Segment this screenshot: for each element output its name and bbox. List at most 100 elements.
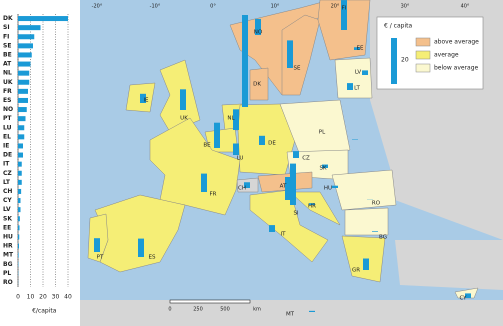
map-country-label: SI	[293, 211, 298, 217]
y-tick-label: NO	[3, 106, 13, 113]
bar	[18, 88, 28, 94]
graticule-label: 0°	[210, 4, 216, 10]
bar	[18, 188, 22, 194]
map-country-label: EE	[357, 46, 364, 52]
map-bar	[354, 47, 360, 50]
map-bar	[244, 182, 250, 188]
y-tick-label: EE	[3, 224, 11, 231]
map-bar	[255, 18, 261, 35]
map-bar	[363, 258, 369, 270]
bar	[18, 79, 30, 85]
map-bar	[285, 177, 291, 200]
y-tick-label: LV	[3, 206, 11, 213]
scale-bar	[169, 299, 251, 304]
map-country-label: NO	[254, 30, 263, 36]
legend-bar	[391, 38, 397, 84]
bar	[18, 243, 19, 249]
graticule-label: -20°	[92, 4, 103, 10]
bar	[18, 252, 19, 258]
map-country-label: FI	[342, 6, 347, 12]
bar	[18, 97, 28, 103]
bar	[18, 134, 25, 140]
land-baltics	[334, 57, 373, 99]
map-bar	[259, 135, 265, 145]
scale-label: 250	[193, 307, 203, 313]
map-bar	[309, 310, 315, 312]
graticule-label: 40°	[461, 4, 470, 10]
y-tick-label: FR	[3, 88, 12, 95]
legend-label: below average	[434, 65, 479, 72]
land-ro	[331, 169, 397, 211]
map-country-label: CZ	[302, 156, 310, 162]
graticule-label: -10°	[150, 4, 161, 10]
map-bar	[269, 225, 275, 232]
graticule-label: 10°	[271, 4, 280, 10]
bar	[18, 179, 22, 185]
map-country-label: BG	[379, 235, 387, 241]
map-bar	[347, 83, 353, 90]
map-bar	[290, 163, 296, 205]
map-bar	[214, 122, 220, 148]
map-bar	[140, 93, 146, 103]
y-tick-label: PT	[3, 115, 12, 122]
y-tick-label: NL	[3, 70, 12, 77]
x-tick-label: 30	[52, 294, 60, 301]
bar	[18, 43, 33, 49]
map-country-label: BE	[203, 143, 211, 149]
land-pt	[87, 213, 109, 263]
land-bg	[344, 207, 389, 236]
bar	[18, 234, 20, 240]
y-tick-label: DK	[3, 15, 13, 22]
map-country-label: LT	[354, 86, 360, 92]
y-tick-label: SI	[3, 24, 10, 31]
map-country-label: LV	[355, 70, 361, 76]
land-africa	[80, 300, 503, 326]
bar	[18, 198, 21, 204]
x-tick-label: 20	[39, 294, 47, 301]
map-country-label: CH	[238, 186, 246, 192]
land-dk	[249, 67, 269, 101]
map-country-label: LU	[237, 156, 244, 162]
map-country-label: FR	[210, 192, 217, 198]
map-bar	[201, 173, 207, 192]
chart-panel	[0, 0, 80, 326]
map-country-label: CY	[459, 296, 467, 302]
map-country-label: DE	[268, 141, 276, 147]
y-tick-label: AT	[3, 61, 12, 68]
map-country-label: SK	[319, 166, 326, 172]
y-tick-label: BG	[3, 261, 13, 268]
map-country-label: UK	[180, 116, 188, 122]
map-bar	[233, 109, 239, 130]
map-bar	[322, 164, 328, 168]
map-bar	[242, 15, 248, 107]
map-bar	[293, 151, 299, 158]
y-tick-label: EL	[3, 133, 11, 140]
y-tick-label: SE	[3, 42, 11, 49]
map-country-label: GR	[352, 268, 360, 274]
land-cy	[454, 287, 479, 299]
map-bar	[94, 238, 100, 252]
legend-title: € / capita	[384, 23, 412, 30]
bar	[18, 116, 26, 122]
bar	[18, 25, 41, 31]
legend-swatch	[415, 50, 431, 60]
land-se	[281, 14, 321, 96]
map-country-label: NL	[227, 116, 235, 122]
bar	[18, 143, 23, 149]
map-bar	[332, 185, 338, 188]
x-axis-label: €/capita	[32, 308, 57, 315]
bar	[18, 125, 25, 131]
y-tick-label: DE	[3, 152, 12, 159]
y-tick-label: ES	[3, 97, 11, 104]
map-country-label: IT	[281, 232, 287, 238]
y-tick-label: RO	[3, 279, 13, 286]
bar	[18, 61, 31, 67]
y-tick-label: MT	[3, 252, 14, 259]
scale-label: 500	[220, 307, 230, 313]
map-bar	[287, 40, 293, 68]
scale-label: 0	[168, 307, 171, 313]
bar	[18, 170, 22, 176]
map-country-label: AT	[280, 184, 287, 190]
y-tick-label: CZ	[3, 170, 12, 177]
legend-swatch	[415, 63, 431, 73]
